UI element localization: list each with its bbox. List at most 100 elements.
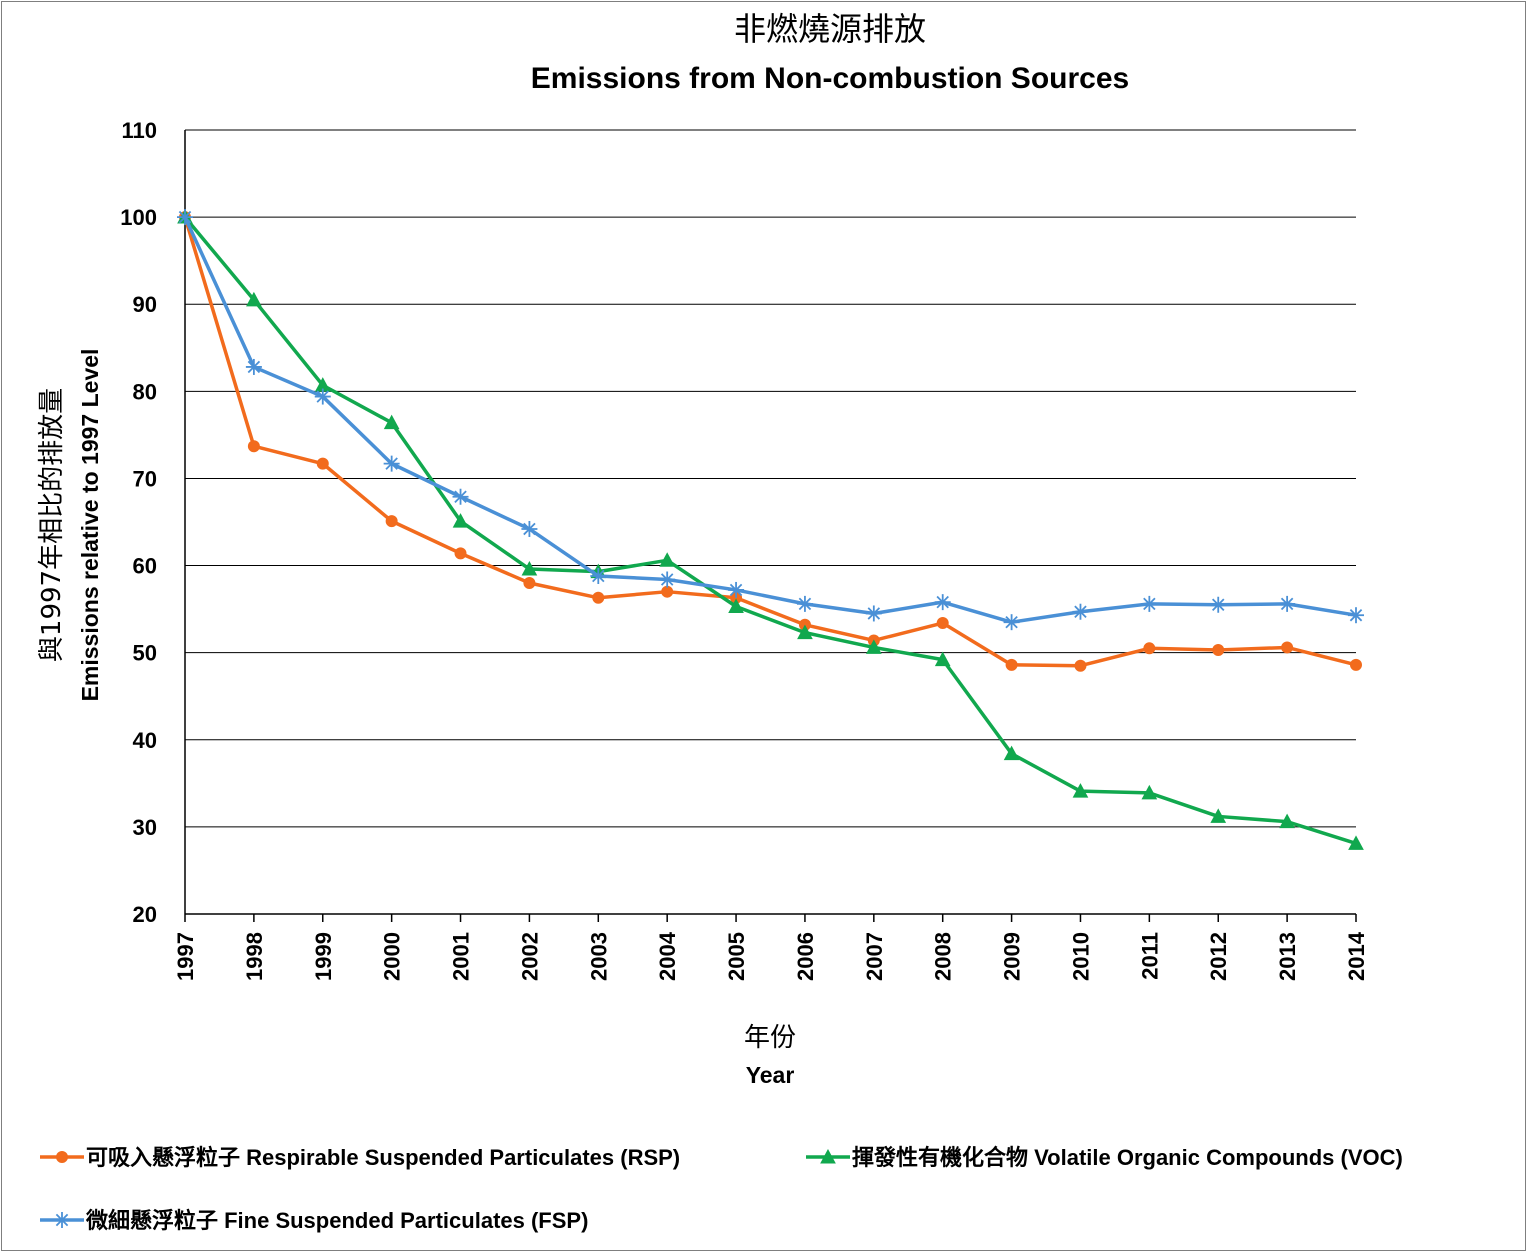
y-axis-label: Emissions relative to 1997 Level [77, 349, 103, 702]
y-tick-label-30: 30 [133, 815, 157, 840]
x-tick-label-2003: 2003 [586, 932, 611, 981]
data-point-rsp-2009 [1005, 658, 1018, 671]
chart-title-zh: 非燃燒源排放 [734, 10, 926, 48]
axes [184, 130, 1357, 922]
data-point-voc-1998 [246, 291, 262, 307]
series-line-fsp [183, 216, 1357, 624]
series-line-voc [183, 215, 1357, 846]
data-point-fsp-1998 [245, 358, 262, 375]
data-point-voc-2012 [1210, 808, 1227, 823]
legend: 可吸入懸浮粒子 Respirable Suspended Particulate… [40, 1145, 1403, 1233]
y-tick-label-20: 20 [133, 902, 157, 927]
x-tick-label-2006: 2006 [793, 932, 818, 981]
x-tick-label-2000: 2000 [380, 932, 405, 981]
y-tick-label-40: 40 [133, 728, 157, 753]
data-point-voc-2005 [728, 598, 744, 613]
x-tick-label-2009: 2009 [1000, 932, 1025, 981]
data-point-fsp-2008 [934, 594, 951, 611]
x-tick-label-2008: 2008 [931, 932, 956, 981]
data-point-voc-2002 [521, 560, 538, 576]
data-point-fsp-2014 [1348, 607, 1364, 624]
y-tick-label-70: 70 [133, 466, 157, 491]
data-point-rsp-2011 [1143, 642, 1156, 655]
data-point-fsp-2002 [521, 520, 538, 537]
data-point-fsp-1999 [314, 388, 331, 405]
data-point-voc-2011 [1141, 784, 1158, 800]
series-layer [177, 209, 1364, 850]
y-tick-label-60: 60 [133, 554, 157, 579]
x-tick-labels: 1997 1998 1999 2000 2001 2002 2003 2004 2005 2006… [173, 931, 1369, 981]
chart-title: Emissions from Non-combustion Sources [531, 62, 1129, 95]
data-point-rsp-2014 [1350, 658, 1362, 671]
data-point-voc-2010 [1072, 783, 1089, 798]
legend-item-rsp: 可吸入懸浮粒子 Respirable Suspended Particulate… [40, 1145, 680, 1170]
data-point-fsp-2007 [865, 605, 882, 622]
y-tick-label-80: 80 [133, 379, 157, 404]
x-axis-label: Year [746, 1062, 795, 1088]
series-line-rsp [183, 216, 1357, 668]
x-tick-label-2010: 2010 [1068, 932, 1093, 981]
data-point-voc-2014 [1348, 835, 1364, 850]
legend-marker-voc [820, 1148, 836, 1164]
data-point-fsp-2006 [796, 595, 813, 612]
legend-item-voc: 揮發性有機化合物 Volatile Organic Compounds (VOC… [806, 1145, 1403, 1170]
data-point-fsp-2009 [1003, 614, 1020, 631]
data-point-fsp-2001 [452, 488, 469, 505]
legend-marker-fsp [54, 1212, 70, 1228]
x-axis-label-zh: 年份 [744, 1023, 796, 1053]
y-tick-label-100: 100 [120, 205, 157, 230]
y-axis-label-zh: 與1997年相比的排放量 [37, 388, 67, 662]
data-point-rsp-2004 [661, 585, 674, 598]
x-tick-label-1997: 1997 [173, 932, 198, 981]
y-tick-label-50: 50 [133, 641, 157, 666]
legend-label-voc: 揮發性有機化合物 Volatile Organic Compounds (VOC… [852, 1145, 1403, 1170]
data-point-fsp-2005 [728, 581, 745, 598]
series-rsp [179, 211, 1362, 672]
data-point-fsp-2003 [590, 568, 607, 585]
data-point-rsp-2008 [936, 617, 949, 630]
data-point-fsp-2000 [383, 455, 400, 472]
legend-marker-rsp [56, 1151, 68, 1163]
data-point-voc-2009 [1003, 745, 1020, 761]
x-tick-label-2013: 2013 [1275, 932, 1300, 981]
data-point-fsp-2011 [1141, 595, 1158, 612]
legend-label-fsp: 微細懸浮粒子 Fine Suspended Particulates (FSP) [85, 1208, 588, 1233]
data-point-fsp-2010 [1072, 603, 1089, 620]
y-tick-label-110: 110 [122, 118, 158, 143]
series-fsp [177, 209, 1364, 631]
y-tick-labels: 20 30 40 50 60 70 80 90 100 110 [120, 118, 157, 927]
legend-item-fsp: 微細懸浮粒子 Fine Suspended Particulates (FSP) [40, 1208, 588, 1233]
data-point-fsp-1997 [177, 209, 193, 226]
data-point-rsp-1998 [247, 440, 260, 453]
legend-label-rsp: 可吸入懸浮粒子 Respirable Suspended Particulate… [86, 1145, 680, 1170]
x-tick-label-2004: 2004 [655, 931, 680, 981]
x-tick-label-2014: 2014 [1344, 931, 1369, 981]
x-tick-label-2011: 2011 [1137, 932, 1162, 980]
data-point-fsp-2004 [659, 571, 676, 588]
data-point-voc-2006 [797, 624, 813, 640]
data-point-voc-2000 [383, 414, 400, 430]
data-point-rsp-2010 [1074, 659, 1087, 672]
series-voc [177, 209, 1364, 850]
x-tick-label-1998: 1998 [242, 932, 267, 981]
x-tick-label-2002: 2002 [517, 932, 542, 981]
gridlines [185, 129, 1356, 828]
x-tick-label-2007: 2007 [862, 932, 887, 981]
y-tick-label-90: 90 [133, 292, 157, 317]
data-point-voc-2013 [1279, 813, 1295, 829]
x-tick-label-2001: 2001 [449, 932, 474, 981]
x-tick-label-2012: 2012 [1206, 932, 1231, 981]
data-point-voc-2008 [934, 651, 951, 667]
data-point-rsp-1999 [316, 457, 329, 470]
data-point-voc-2004 [659, 552, 676, 567]
data-point-rsp-2002 [523, 576, 536, 589]
data-point-fsp-2013 [1279, 595, 1296, 612]
data-point-voc-2001 [452, 513, 469, 528]
data-point-rsp-2013 [1281, 641, 1294, 654]
data-point-rsp-2003 [592, 591, 605, 604]
data-point-rsp-2012 [1212, 644, 1225, 657]
data-point-rsp-2000 [385, 515, 398, 528]
data-point-fsp-2012 [1210, 596, 1227, 613]
